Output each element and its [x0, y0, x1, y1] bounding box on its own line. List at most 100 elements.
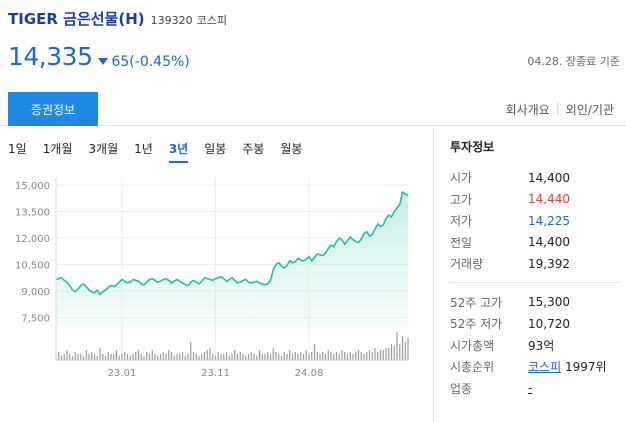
info-value: 코스피 1997위 [528, 358, 607, 375]
info-row-prev-close: 전일 14,400 [450, 232, 620, 254]
volume-bar [176, 354, 178, 360]
volume-bar [96, 356, 98, 360]
volume-bar [382, 350, 384, 360]
volume-bar [148, 354, 151, 360]
volume-bar [264, 354, 266, 360]
volume-bar [236, 354, 239, 360]
volume-bar [190, 342, 192, 360]
volume-bar [129, 356, 131, 360]
volume-bar [245, 356, 247, 360]
y-tick-label: 9,000 [21, 287, 50, 298]
info-label: 52주 저가 [450, 317, 503, 332]
down-arrow-icon [98, 58, 109, 65]
tab-separator: | [555, 101, 560, 115]
info-value: 14,225 [528, 213, 570, 228]
price-line [55, 190, 409, 296]
tab-stock-info[interactable]: 증권정보 [8, 92, 98, 126]
volume-bar [225, 352, 228, 360]
volume-bar [181, 352, 184, 360]
info-label: 전일 [450, 235, 473, 250]
y-tick-label: 13,500 [15, 208, 50, 219]
volume-bar [322, 352, 324, 360]
stock-market: 코스피 [196, 14, 227, 27]
period-tab-3y[interactable]: 3년 [168, 140, 189, 163]
volume-bar [355, 352, 357, 360]
volume-bar [269, 354, 272, 360]
volume-bar [212, 354, 214, 360]
volume-bar [179, 354, 181, 360]
info-label: 시가총액 [450, 338, 495, 353]
info-label: 고가 [450, 192, 473, 207]
period-tab-daily[interactable]: 일봉 [204, 142, 227, 156]
volume-bar [305, 350, 307, 360]
investment-info: 투자정보 시가 14,400 고가 14,440 저가 14,225 전일 14… [450, 138, 620, 399]
volume-bar [151, 350, 153, 360]
period-tab-3m[interactable]: 3개월 [88, 142, 119, 156]
volume-bar [110, 354, 112, 360]
volume-bar [192, 352, 195, 360]
tab-company-overview[interactable]: 회사개요 [505, 103, 550, 117]
volume-bar [330, 352, 332, 360]
info-label: 업종 [450, 381, 473, 396]
volume-bar [66, 350, 68, 360]
x-tick-label: 24.08 [295, 368, 324, 379]
info-row-low: 저가 14,225 [450, 210, 620, 232]
volume-bar [258, 350, 261, 360]
volume-bar [399, 344, 401, 360]
period-tab-1d[interactable]: 1일 [8, 142, 27, 156]
volume-bar [88, 354, 90, 360]
volume-bar [253, 354, 255, 360]
info-row-high: 고가 14,440 [450, 189, 620, 211]
volume-bar [280, 356, 283, 360]
volume-bar [267, 352, 269, 360]
volume-bar [352, 354, 354, 360]
period-tab-weekly[interactable]: 주봉 [242, 142, 265, 156]
info-row-sector: 업종 - [450, 378, 620, 400]
volume-bar [393, 346, 395, 360]
market-link[interactable]: 코스피 [528, 360, 562, 375]
x-tick-label: 23.01 [108, 368, 137, 379]
period-tab-1m[interactable]: 1개월 [42, 142, 73, 156]
info-label: 시가 [450, 171, 473, 186]
volume-bar [349, 352, 351, 360]
volume-bar [146, 352, 148, 360]
volume-bar [283, 352, 285, 360]
volume-bar [327, 350, 329, 360]
info-label: 저가 [450, 214, 473, 229]
volume-bar [93, 354, 96, 360]
stock-header: TIGER 금은선물(H) 139320 코스피 [8, 8, 227, 29]
info-row-open: 시가 14,400 [450, 167, 620, 189]
volume-bar [60, 356, 63, 360]
volume-bar [165, 354, 167, 360]
volume-bar [319, 354, 321, 360]
price-row: 14,335 65(-0.45%) 04.28. 장종료 기준 [8, 42, 620, 71]
price-chart[interactable]: 15,000 13,500 12,000 10,500 9,000 7,500 23.01 2… [0, 170, 430, 390]
investment-info-title: 투자정보 [450, 140, 495, 154]
tab-foreign-institution[interactable]: 외인/기관 [565, 103, 614, 117]
sector-link[interactable]: - [528, 381, 533, 396]
volume-bar [104, 356, 107, 360]
volume-bar [390, 344, 393, 360]
volume-bar [316, 352, 318, 360]
volume-bar [168, 350, 170, 360]
period-tab-monthly[interactable]: 월봉 [280, 142, 303, 156]
volume-bar [220, 354, 222, 360]
volume-bar [69, 354, 71, 360]
volume-bar [135, 352, 137, 360]
volume-bar [77, 354, 79, 360]
volume-bar [82, 356, 85, 360]
volume-bar [85, 350, 87, 360]
period-tab-1y[interactable]: 1년 [134, 142, 153, 156]
volume-bar [311, 352, 313, 360]
volume-bar [91, 352, 93, 360]
volume-bar [379, 350, 382, 360]
volume-bar [261, 354, 263, 360]
volume-bar [278, 354, 280, 360]
volume-bar [297, 354, 299, 360]
y-tick-label: 7,500 [21, 313, 50, 324]
panel-divider [433, 127, 434, 422]
info-label: 시총순위 [450, 360, 495, 375]
volume-bar [256, 356, 258, 360]
volume-bar [407, 338, 409, 360]
volume-bar [286, 354, 288, 360]
